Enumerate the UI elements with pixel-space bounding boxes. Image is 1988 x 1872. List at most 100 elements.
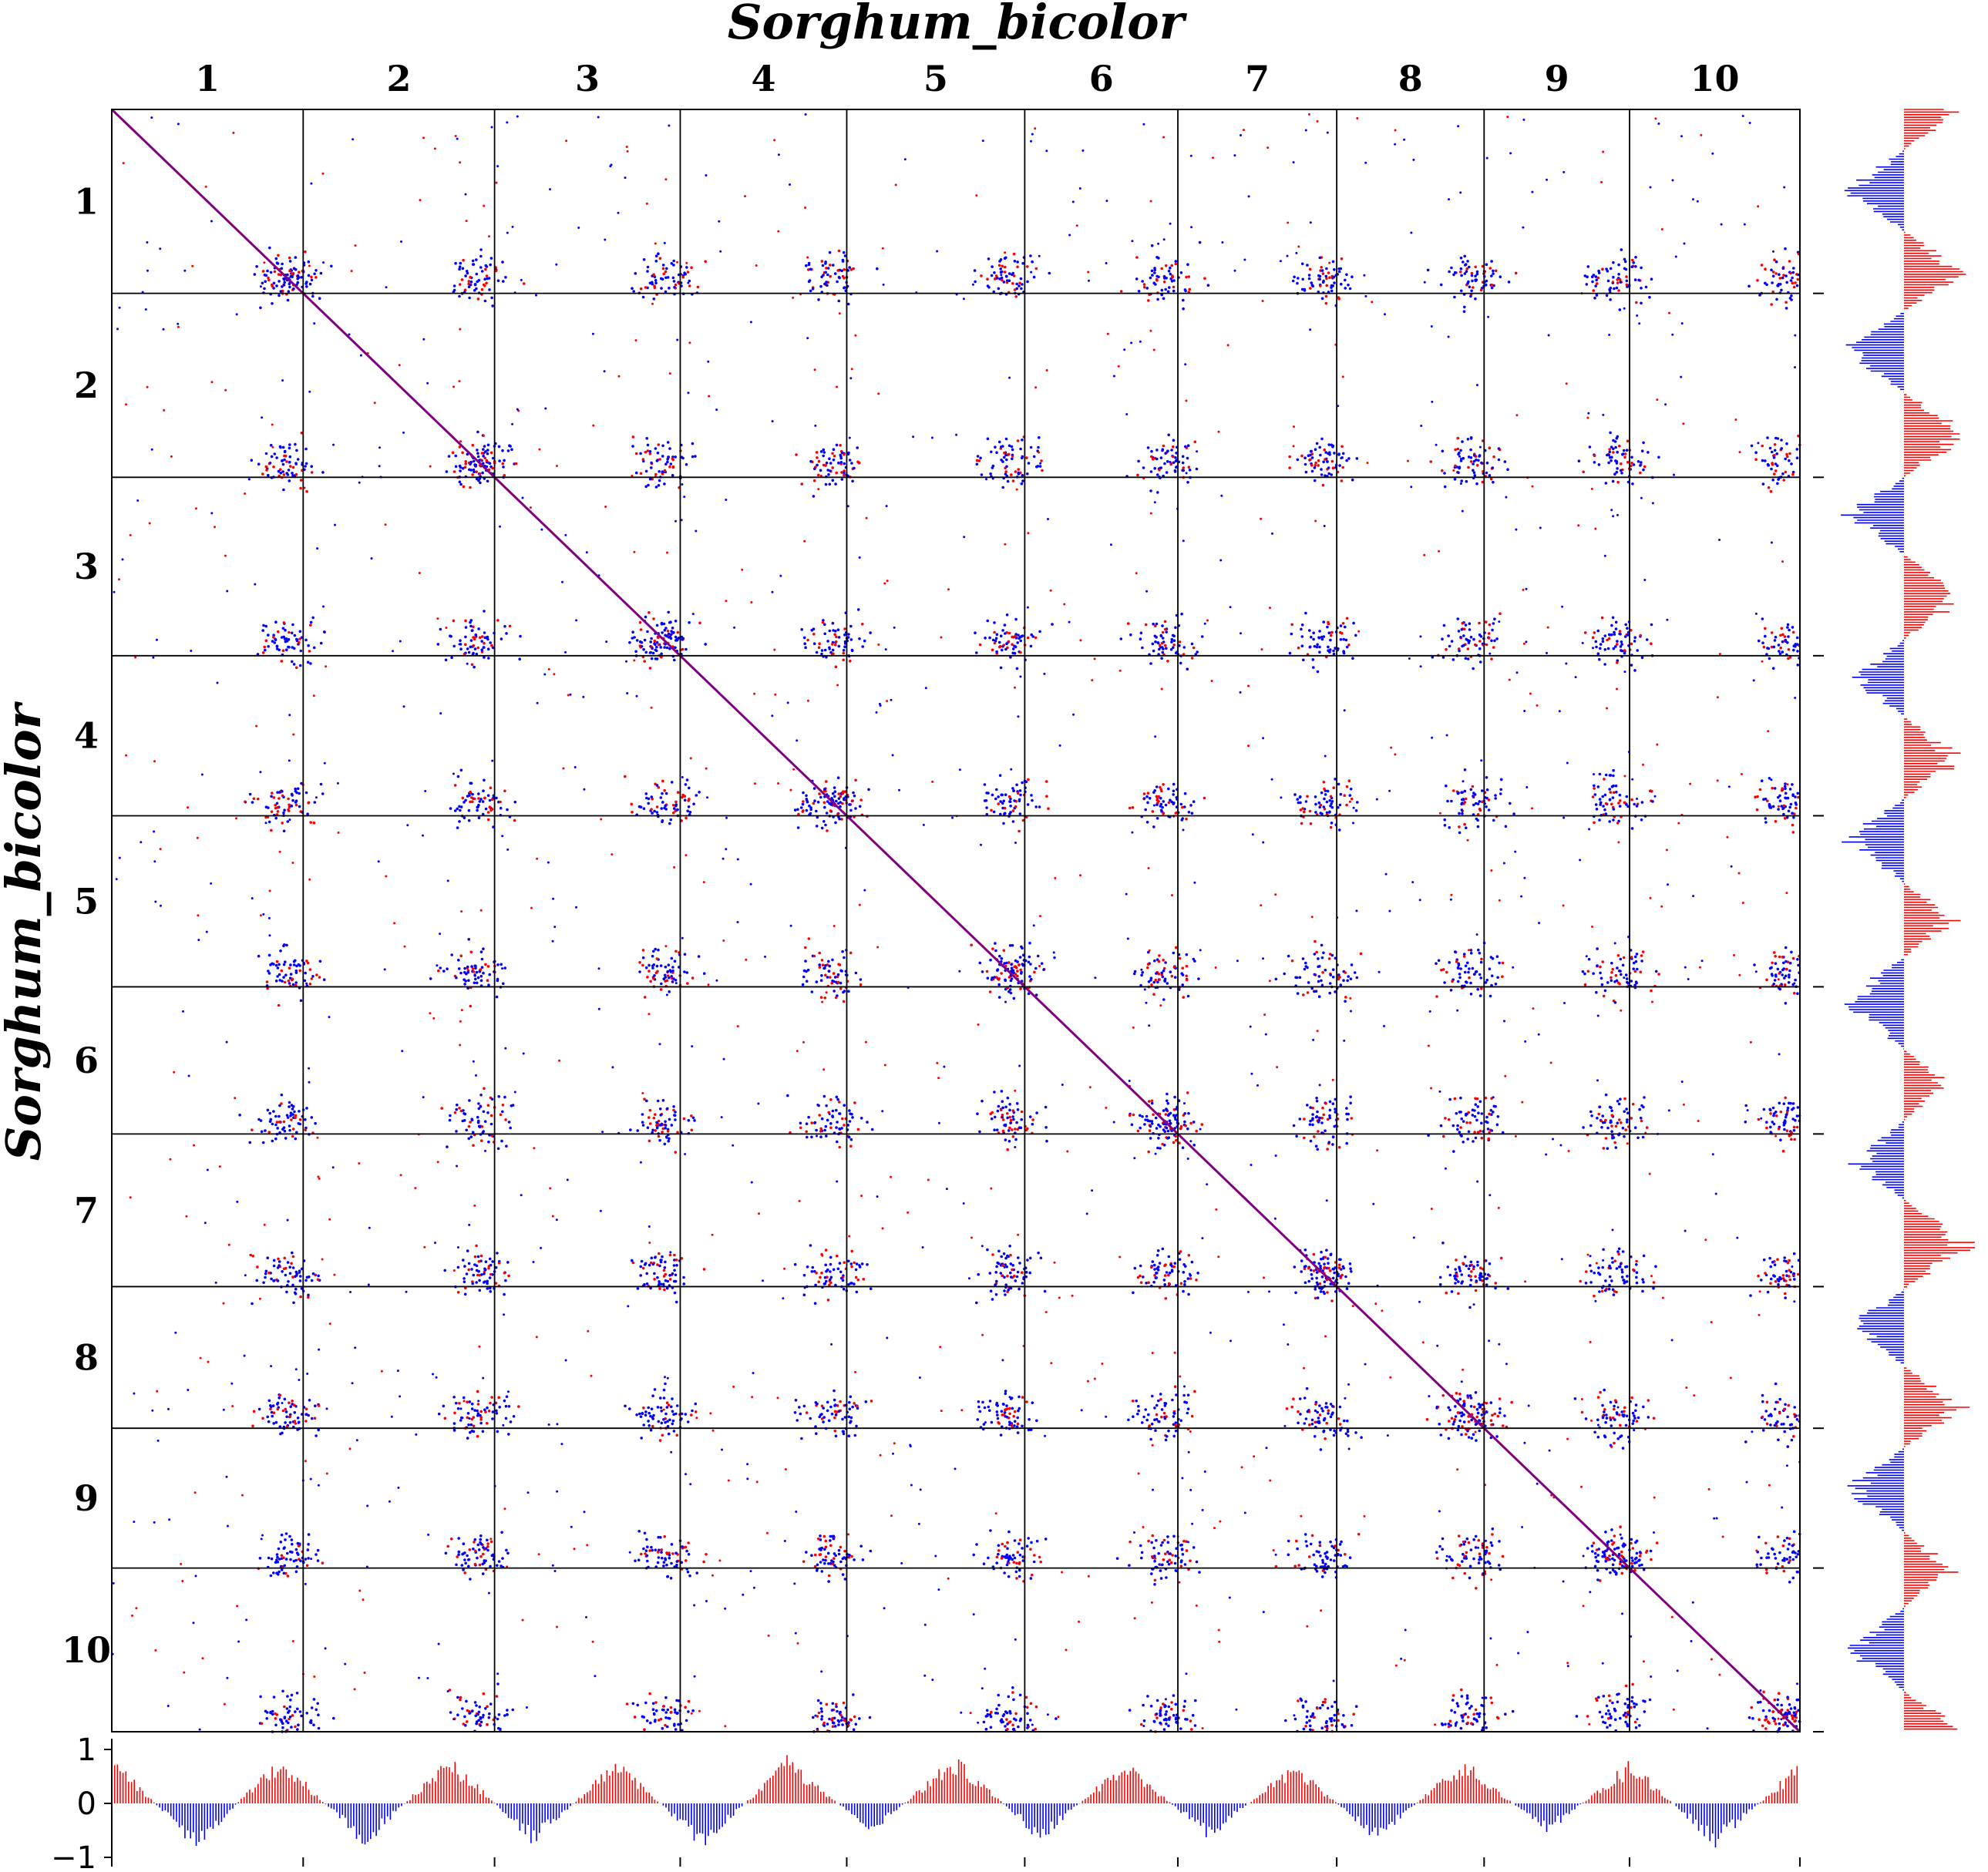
synteny-dot [288,443,291,446]
synteny-dot [1314,1144,1318,1148]
synteny-dot [477,1269,480,1273]
synteny-dot [1326,1148,1329,1151]
synteny-dot [1642,1254,1646,1258]
synteny-dot [1634,256,1637,259]
synteny-dot [1610,1114,1614,1117]
synteny-dot [1006,1254,1009,1258]
synteny-dot [1332,275,1336,279]
synteny-dot [990,274,994,277]
synteny-dot [1161,637,1165,640]
synteny-dot [267,953,271,957]
synteny-dot [503,966,506,970]
synteny-dot [288,966,291,970]
synteny-dot [465,1272,469,1275]
synteny-dot [652,1116,656,1120]
synteny-dot [834,665,838,668]
synteny-dot [836,1121,839,1124]
synteny-dot [1165,471,1169,474]
synteny-dot [1613,1001,1617,1004]
synteny-dot [480,1273,483,1276]
synteny-dot [1339,792,1343,796]
synteny-dot [1454,1268,1457,1271]
synteny-dot [991,638,995,642]
synteny-dot [1310,469,1314,473]
synteny-dot [1047,807,1050,810]
synteny-dot [1326,625,1329,629]
synteny-dot [1001,270,1004,274]
synteny-dot [310,465,314,468]
y-chromosome-label: 8 [74,1336,99,1378]
synteny-dot [829,469,832,472]
synteny-dot [1477,1131,1480,1134]
synteny-dot [1018,281,1021,285]
synteny-dot [1474,970,1478,973]
synteny-dot [1458,649,1461,653]
synteny-dot [501,260,504,264]
synteny-dot [1315,1276,1318,1280]
synteny-dot [1018,637,1021,640]
synteny-dot [463,1277,466,1280]
synteny-dot [1462,955,1466,958]
synteny-dot [1329,634,1333,637]
synteny-dot [1613,980,1616,983]
synteny-dot [646,1126,650,1129]
synteny-dot [1016,1270,1020,1274]
synteny-dot [1593,793,1597,796]
synteny-dot [1623,635,1627,638]
synteny-dot [657,252,660,256]
synteny-dot [1796,992,1799,995]
synteny-dot [680,635,684,639]
x-chromosome-label: 3 [575,58,600,99]
synteny-dot [1657,973,1660,976]
synteny-dot [658,1287,661,1290]
synteny-dot [1351,657,1354,660]
synteny-dot [1158,469,1161,472]
synteny-dot [1128,806,1132,810]
synteny-dot [655,957,659,960]
synteny-dot [1485,788,1489,791]
synteny-dot [843,956,846,960]
synteny-dot [1192,646,1196,650]
synteny-dot [273,452,277,455]
synteny-dot [483,796,486,800]
synteny-dot [315,973,318,976]
synteny-dot [1626,805,1630,808]
synteny-dot [1774,962,1778,965]
synteny-dot [634,650,637,654]
synteny-dot [1469,460,1473,463]
synteny-dot [681,795,684,799]
synteny-dot [1625,283,1629,287]
synteny-dot [993,1091,996,1094]
synteny-dot [991,947,994,950]
synteny-dot [1443,824,1447,827]
synteny-dot [1283,972,1286,976]
synteny-dot [1165,1271,1169,1274]
synteny-dot [1166,1102,1169,1105]
synteny-dot [1621,963,1625,967]
synteny-dot [1011,479,1015,482]
synteny-dot [1458,1267,1462,1270]
synteny-dot [1009,797,1012,801]
synteny-dot [1604,1093,1608,1097]
synteny-dot [1292,1124,1296,1128]
synteny-dot [1584,1282,1588,1285]
synteny-dot [1155,636,1158,639]
synteny-dot [1051,623,1054,626]
synteny-dot [829,1270,832,1273]
synteny-dot [318,297,321,301]
synteny-dot [1145,821,1149,824]
synteny-dot [1472,1265,1475,1269]
synteny-dot [1187,1292,1190,1296]
synteny-dot [1142,283,1146,286]
synteny-dot [1320,437,1324,441]
synteny-dot [673,286,676,289]
synteny-dot [1467,970,1470,974]
synteny-dot [1770,966,1773,970]
synteny-dot [1021,262,1024,265]
synteny-dot [272,634,275,637]
synteny-dot [454,261,457,265]
synteny-dot [1158,644,1162,647]
synteny-dot [291,1283,294,1287]
synteny-dot [829,462,833,465]
synteny-dot [1782,804,1786,808]
